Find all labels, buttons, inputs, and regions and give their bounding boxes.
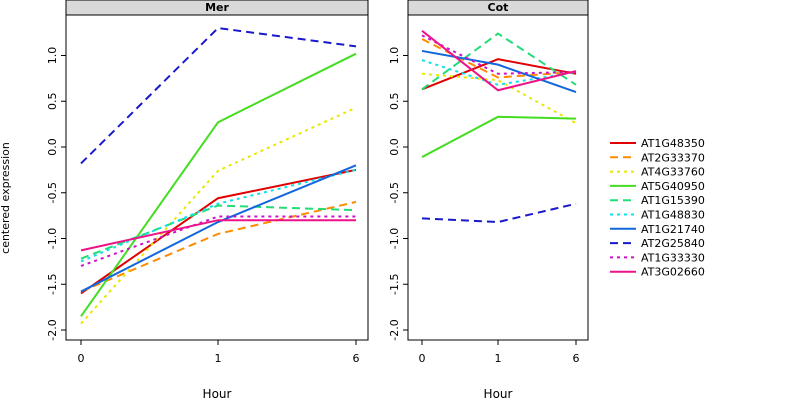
mer-y-tick-label: -1.5 bbox=[46, 274, 59, 295]
cot-x-tick-label: 6 bbox=[573, 352, 580, 365]
mer-series-at1g21740 bbox=[80, 164, 357, 293]
cot-panel-title: Cot bbox=[488, 1, 509, 14]
cot-x-axis-title: Hour bbox=[484, 387, 513, 400]
legend-label-at3g02660: AT3G02660 bbox=[641, 266, 705, 279]
mer-series-at2g25840 bbox=[80, 26, 357, 165]
cot-series-at1g21740 bbox=[421, 49, 577, 94]
mer-series-at1g48830 bbox=[80, 168, 357, 263]
cot-series-at1g48350 bbox=[421, 58, 577, 91]
cot-y-tick-label: -1.5 bbox=[388, 274, 401, 295]
mer-series-at4g33760 bbox=[80, 106, 357, 325]
mer-series-at3g02660 bbox=[80, 219, 356, 252]
cot-series-at4g33760 bbox=[421, 72, 577, 125]
legend-label-at1g48350: AT1G48350 bbox=[641, 137, 705, 150]
cot-y-tick-label: 0.0 bbox=[388, 138, 401, 156]
mer-y-tick-label: 0.0 bbox=[46, 138, 59, 156]
cot-y-tick-label: -1.0 bbox=[388, 228, 401, 249]
mer-series-at2g33370 bbox=[80, 200, 357, 293]
legend-label-at2g25840: AT2G25840 bbox=[641, 237, 705, 250]
mer-y-tick-label: -0.5 bbox=[46, 182, 59, 203]
legend-label-at2g33370: AT2G33370 bbox=[641, 151, 705, 164]
legend-label-at1g21740: AT1G21740 bbox=[641, 223, 705, 236]
mer-series-at1g15390 bbox=[80, 204, 357, 260]
mer-y-tick-label: 1.0 bbox=[46, 47, 59, 65]
mer-y-tick-label: 0.5 bbox=[46, 93, 59, 111]
legend-label-at1g33330: AT1G33330 bbox=[641, 251, 705, 264]
cot-series-at3g02660 bbox=[421, 30, 577, 92]
cot-y-tick-label: -2.0 bbox=[388, 319, 401, 340]
legend-label-at5g40950: AT5G40950 bbox=[641, 180, 705, 193]
cot-y-tick-label: 1.0 bbox=[388, 47, 401, 65]
mer-series-at5g40950 bbox=[80, 52, 357, 317]
mer-y-tick-label: -2.0 bbox=[46, 319, 59, 340]
cot-series-at5g40950 bbox=[421, 115, 577, 158]
y-axis-title: centered expression bbox=[0, 142, 12, 254]
cot-x-tick-label: 0 bbox=[419, 352, 426, 365]
mer-series-at1g48350 bbox=[80, 168, 357, 295]
mer-x-tick-label: 1 bbox=[215, 352, 222, 365]
cot-series-at1g33330 bbox=[421, 34, 577, 75]
mer-panel-title: Mer bbox=[205, 1, 229, 14]
mer-y-tick-label: -1.0 bbox=[46, 228, 59, 249]
cot-x-tick-label: 1 bbox=[495, 352, 502, 365]
cot-y-tick-label: 0.5 bbox=[388, 93, 401, 111]
legend-label-at1g48830: AT1G48830 bbox=[641, 209, 705, 222]
mer-x-tick-label: 0 bbox=[78, 352, 85, 365]
legend-label-at4g33760: AT4G33760 bbox=[641, 166, 705, 179]
cot-y-tick-label: -0.5 bbox=[388, 182, 401, 203]
cot-series-at2g25840 bbox=[421, 202, 577, 224]
cot-series-at1g15390 bbox=[421, 32, 577, 91]
mer-x-axis-title: Hour bbox=[203, 387, 232, 400]
mer-plot-frame bbox=[65, 14, 369, 341]
cot-series-at1g48830 bbox=[421, 59, 577, 86]
mer-x-tick-label: 6 bbox=[353, 352, 360, 365]
legend-label-at1g15390: AT1G15390 bbox=[641, 194, 705, 207]
